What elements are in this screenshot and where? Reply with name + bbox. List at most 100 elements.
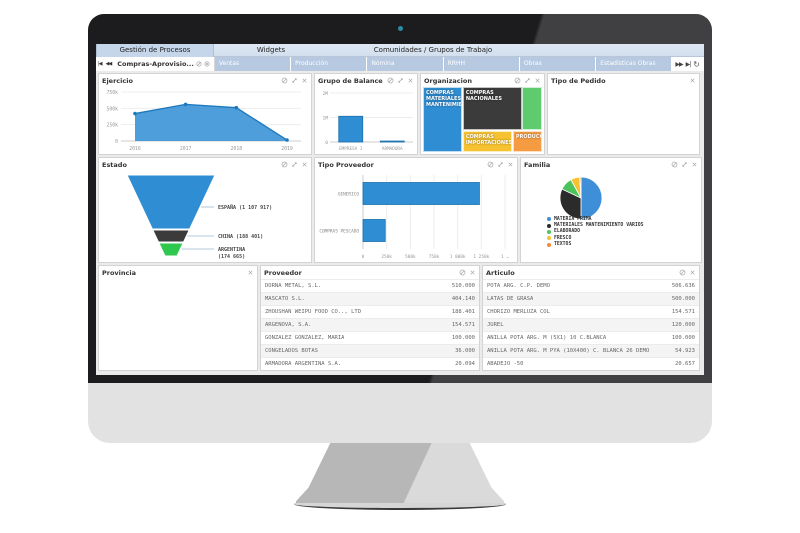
close-icon[interactable] <box>469 269 476 276</box>
tab-ventas[interactable]: Ventas <box>214 57 291 71</box>
first-page-icon[interactable]: |◀ <box>98 61 102 67</box>
widget-articulo: Articulo POTA ARG. C.P. DEMO 506.636 LATAS… <box>482 265 700 371</box>
widget-provincia: Provincia <box>98 265 258 371</box>
row-value: 120.000 <box>671 322 695 328</box>
refresh-icon[interactable]: ↻ <box>693 59 700 69</box>
svg-text:250k: 250k <box>106 123 118 129</box>
table-row[interactable]: ANILLA POTA ARG. M PYA (10X400) C. BLANC… <box>483 344 699 357</box>
treemap-block[interactable] <box>522 87 542 130</box>
table-row[interactable]: ANILLA POTA ARG. M (5X1) 10 C.BLANCA 100.… <box>483 331 699 344</box>
maximize-icon[interactable] <box>397 77 404 84</box>
svg-text:500k: 500k <box>106 106 118 112</box>
table-row[interactable]: MASCATO S.L. 404.140 <box>261 292 479 305</box>
next-page-icon[interactable]: ▶▶ <box>675 60 683 68</box>
row-value: 188.401 <box>451 309 475 315</box>
familia-pie-chart <box>559 176 603 220</box>
circle-slash-icon[interactable] <box>281 161 288 168</box>
tab-disable-icon[interactable] <box>196 61 202 67</box>
treemap-block[interactable]: COMPRAS NACIONALES <box>462 87 522 130</box>
widget-ejercicio: Ejercicio 750k 500k 250k 0 2016 2017 2018 2019 <box>98 73 312 155</box>
webcam-icon <box>398 26 403 31</box>
widget-estado: Estado ESPAÑA (1 107 917) CHINA (188 401)… <box>98 157 312 263</box>
close-icon[interactable] <box>689 269 696 276</box>
table-row[interactable]: JUREL 120.000 <box>483 318 699 331</box>
monitor-stand-base <box>294 503 506 510</box>
row-value: 506.636 <box>671 283 695 289</box>
maximize-icon[interactable] <box>291 77 298 84</box>
close-icon[interactable] <box>301 77 308 84</box>
circle-slash-icon[interactable] <box>459 269 466 276</box>
svg-text:1 …: 1 … <box>501 254 509 260</box>
widget-title: Familia <box>524 160 551 169</box>
close-icon[interactable] <box>507 161 514 168</box>
legend-dot-icon <box>547 236 551 241</box>
treemap-block[interactable]: COMPRAS MATERIALES MANTENIMIENTO <box>423 87 463 152</box>
table-row[interactable]: GONZALEZ GONZALEZ, MARIA 100.000 <box>261 331 479 344</box>
svg-text:ARMADORA: ARMADORA <box>382 146 403 152</box>
widget-area: Ejercicio 750k 500k 250k 0 2016 2017 2018 2019 … <box>96 71 704 375</box>
circle-slash-icon[interactable] <box>387 77 394 84</box>
row-name: ABADEJO -50 <box>487 361 524 367</box>
articulo-table: POTA ARG. C.P. DEMO 506.636 LATAS DE GRASA… <box>483 279 699 370</box>
circle-slash-icon[interactable] <box>514 77 521 84</box>
circle-slash-icon[interactable] <box>281 77 288 84</box>
menu-item-comunidades[interactable]: Comunidades / Grupos de Trabajo <box>373 46 493 54</box>
widget-organizacion: Organizacion COMPRAS MATERIALES MANTENIM… <box>420 73 545 155</box>
close-icon[interactable] <box>689 77 696 84</box>
tab-nomina[interactable]: Nómina <box>367 57 443 71</box>
svg-text:2016: 2016 <box>129 146 141 152</box>
tab-rrhh[interactable]: RRHH <box>443 57 519 71</box>
menu-item-gestion-de-procesos[interactable]: Gestión de Procesos <box>96 44 214 57</box>
tab-close-icon[interactable] <box>204 61 210 67</box>
table-row[interactable]: ZHOUSHAN WEIPU FOOD CO.., LTD 188.401 <box>261 305 479 318</box>
table-row[interactable]: ABADEJO -50 20.657 <box>483 357 699 370</box>
close-icon[interactable] <box>534 77 541 84</box>
table-row[interactable]: POTA ARG. C.P. DEMO 506.636 <box>483 279 699 292</box>
monitor-stand-neck <box>296 443 504 505</box>
legend-dot-icon <box>547 229 551 234</box>
row-name: DORNA METAL, S.L. <box>265 283 322 289</box>
close-icon[interactable] <box>407 77 414 84</box>
table-row[interactable]: DORNA METAL, S.L. 510.000 <box>261 279 479 292</box>
table-row[interactable]: CONGELADOS BOTAS 36.000 <box>261 344 479 357</box>
tab-estadisticas-obras[interactable]: Estadísticas Obras <box>596 57 672 71</box>
circle-slash-icon[interactable] <box>487 161 494 168</box>
tab-obras[interactable]: Obras <box>519 57 596 71</box>
circle-slash-icon[interactable] <box>671 161 678 168</box>
close-icon[interactable] <box>691 161 698 168</box>
last-page-icon[interactable]: ▶| <box>685 60 692 68</box>
tab-compras-aprovisionamiento[interactable]: Compras-Aprovisio... <box>113 57 215 71</box>
table-row[interactable]: ARGENOVA, S.A. 154.571 <box>261 318 479 331</box>
previous-page-icon[interactable]: ◀◀ <box>105 61 113 67</box>
menu-item-widgets[interactable]: Widgets <box>256 46 286 54</box>
svg-text:2M: 2M <box>322 91 328 97</box>
widget-title: Ejercicio <box>102 76 133 85</box>
maximize-icon[interactable] <box>681 161 688 168</box>
table-row[interactable]: ARMADORA ARGENTINA S.A. 20.094 <box>261 357 479 370</box>
close-icon[interactable] <box>247 269 254 276</box>
maximize-icon[interactable] <box>524 77 531 84</box>
legend-dot-icon <box>547 217 551 222</box>
svg-text:EMPRESA 1: EMPRESA 1 <box>339 146 363 152</box>
svg-text:0: 0 <box>325 140 328 146</box>
widget-title: Grupo de Balance <box>318 76 383 85</box>
svg-text:(174 665): (174 665) <box>218 254 245 260</box>
row-name: ANILLA POTA ARG. M (5X1) 10 C.BLANCA <box>487 335 607 341</box>
svg-text:2018: 2018 <box>231 146 243 152</box>
legend-label: TEXTOS <box>554 242 572 248</box>
tab-produccion[interactable]: Producción <box>291 57 367 71</box>
maximize-icon[interactable] <box>497 161 504 168</box>
row-name: GONZALEZ GONZALEZ, MARIA <box>265 335 345 341</box>
treemap-block[interactable]: COMPRAS IMPORTACIONES <box>462 130 513 152</box>
table-row[interactable]: CHORIZO MERLUZA COL 154.571 <box>483 305 699 318</box>
widget-familia: Familia MATERIA PRIMA MATERIALES MANTENIM… <box>520 157 702 263</box>
legend-label: MATERIALES MANTENIMIENTO VARIOS <box>554 223 644 229</box>
maximize-icon[interactable] <box>291 161 298 168</box>
legend-label: ELABORADO <box>554 229 580 235</box>
table-row[interactable]: LATAS DE GRASA 500.000 <box>483 292 699 305</box>
close-icon[interactable] <box>301 161 308 168</box>
row-value: 510.000 <box>451 283 475 289</box>
svg-text:1 250k: 1 250k <box>473 254 489 260</box>
circle-slash-icon[interactable] <box>679 269 686 276</box>
treemap-block[interactable]: PRODUCCION <box>512 130 542 152</box>
